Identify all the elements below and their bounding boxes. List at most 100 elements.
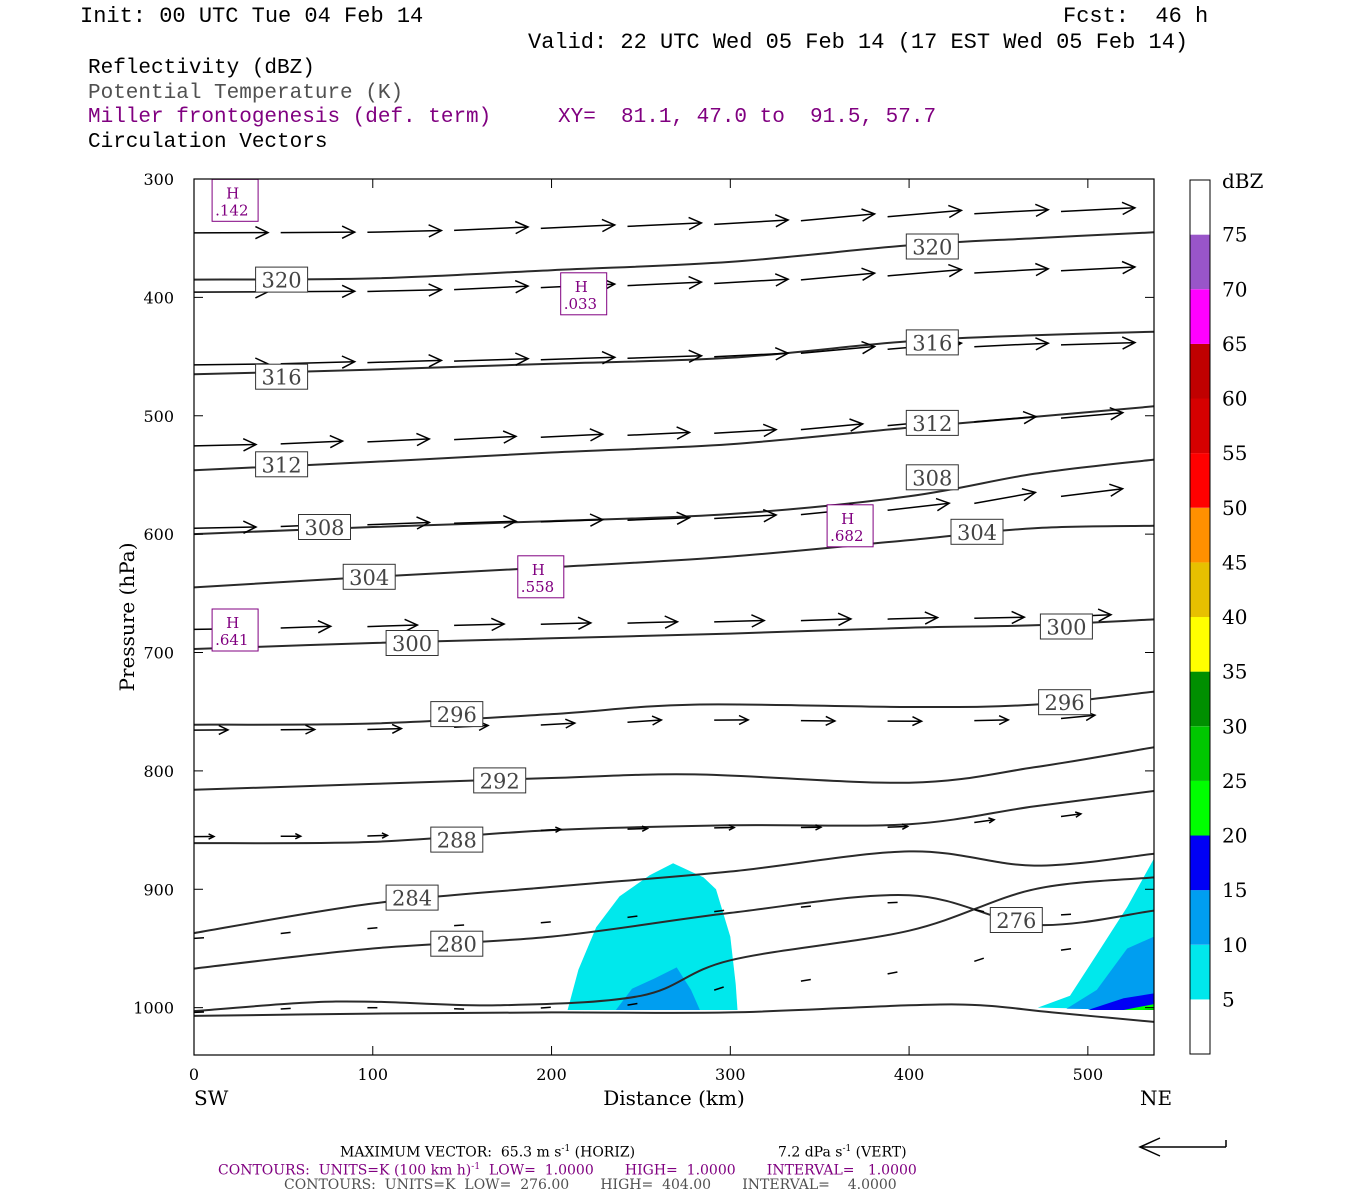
reflectivity-area-6 — [1141, 1008, 1154, 1010]
contour-label-text: 304 — [957, 521, 997, 545]
contour-label-300: 300 — [385, 630, 439, 656]
circulation-vector — [714, 273, 790, 287]
theta-contour-sfc12 — [194, 1003, 1154, 1023]
frontogenesis-max-label: H — [532, 561, 545, 579]
maximum-vector-line: MAXIMUM VECTOR: 65.3 m s-1 (HORIZ) — [340, 1141, 635, 1161]
circulation-vector — [540, 826, 563, 833]
circulation-vector — [1060, 260, 1137, 275]
circulation-vector — [1060, 948, 1072, 951]
contour-label-text: 316 — [912, 331, 952, 355]
theta-contour-308 — [194, 458, 1154, 536]
contour-label-text: 276 — [996, 909, 1036, 933]
colorbar-label: 40 — [1222, 605, 1247, 629]
circulation-vector — [454, 617, 506, 632]
circulation-vector — [1060, 336, 1137, 350]
y-tick-label: 700 — [143, 644, 174, 663]
circulation-vector — [367, 432, 432, 447]
x-end-label-sw: SW — [194, 1086, 229, 1110]
reflectivity-area-5 — [1123, 1004, 1154, 1010]
colorbar-label: 65 — [1222, 332, 1247, 356]
colorbar-swatch — [1190, 944, 1210, 1000]
colorbar-swatch — [1190, 726, 1210, 781]
contours-front-units: CONTOURS: UNITS=K (100 km h) — [218, 1162, 472, 1179]
circulation-vector — [714, 909, 725, 913]
circulation-vector — [800, 612, 853, 627]
colorbar-label: 10 — [1222, 933, 1247, 957]
x-tick-label: 300 — [715, 1065, 746, 1084]
circulation-vector — [887, 611, 940, 625]
circulation-vector — [627, 275, 704, 290]
frontogenesis-max-label: H — [841, 510, 854, 528]
circulation-vector — [800, 715, 837, 726]
y-tick-label: 600 — [143, 525, 174, 544]
axes-layer: 0 100 200 300 400 500 300 400 500 600 700 800 900 100… — [133, 170, 1154, 1084]
circulation-vector — [887, 716, 924, 727]
circulation-vector — [367, 618, 420, 633]
colorbar-swatch — [1190, 343, 1210, 399]
circulation-vector — [627, 715, 664, 726]
circulation-vector — [627, 349, 704, 363]
maxvec-vert-exp: -1 — [842, 1144, 852, 1154]
colorbar-label: 70 — [1222, 277, 1247, 301]
colorbar-label: 35 — [1222, 660, 1247, 684]
circulation-vector — [194, 520, 258, 534]
circulation-vector — [540, 218, 617, 233]
contour-label-308: 308 — [298, 514, 351, 540]
colorbar-swatch — [1190, 453, 1210, 508]
colorbar-label: 25 — [1222, 769, 1247, 793]
circulation-vector — [714, 614, 766, 628]
frontogenesis-max-value: .033 — [564, 295, 597, 313]
legend-circulation-vectors: Circulation Vectors — [88, 131, 328, 154]
circulation-vector — [627, 216, 704, 231]
contour-label-text: 300 — [1046, 616, 1086, 640]
forecast-hour: Fcst: 46 h — [1063, 4, 1209, 29]
y-tick-label: 800 — [143, 762, 174, 781]
x-tick-label: 200 — [536, 1065, 567, 1084]
contour-label-text: 280 — [437, 933, 477, 957]
legend-reflectivity: Reflectivity (dBZ) — [88, 57, 315, 80]
x-tick-label: 500 — [1073, 1065, 1104, 1084]
init-time: Init: 00 UTC Tue 04 Feb 14 — [80, 4, 424, 29]
circulation-vector — [194, 833, 216, 840]
y-tick-label: 300 — [143, 170, 174, 189]
circulation-vector — [974, 487, 1038, 505]
colorbar-title: dBZ — [1222, 169, 1264, 193]
frontogenesis-max-value: .641 — [215, 631, 248, 649]
colorbar-swatch — [1190, 835, 1210, 891]
theta-contour-info: CONTOURS: UNITS=K LOW= 276.00 HIGH= 404.… — [284, 1177, 897, 1193]
frontogenesis-max-label: H — [226, 614, 239, 632]
circulation-vector — [714, 214, 790, 228]
contour-label-312: 312 — [905, 409, 959, 436]
contour-label-text: 300 — [392, 632, 432, 656]
y-axis-title: Pressure (hPa) — [115, 543, 139, 692]
contour-label-296: 296 — [430, 701, 484, 728]
colorbar-swatch — [1190, 617, 1210, 672]
contour-label-316: 316 — [255, 363, 309, 390]
circulation-vector — [1060, 913, 1072, 916]
x-axis-title: Distance (km) — [603, 1086, 745, 1110]
circulation-vector — [974, 715, 1011, 726]
theta-contour-layer — [194, 231, 1154, 1023]
circulation-vector — [974, 957, 985, 963]
maxvec-exp: -1 — [561, 1144, 571, 1154]
circulation-vector — [540, 513, 605, 527]
circulation-vector — [800, 978, 811, 982]
circulation-vector — [887, 823, 910, 830]
maxvec-prefix: MAXIMUM VECTOR: 65.3 m s — [340, 1144, 562, 1161]
contour-label-text: 296 — [1045, 691, 1085, 715]
circulation-vector — [974, 337, 1051, 351]
contour-label-316: 316 — [905, 329, 959, 356]
circulation-vector — [627, 1002, 638, 1006]
y-tick-label: 900 — [143, 880, 174, 899]
frontogenesis-contour-info: CONTOURS: UNITS=K (100 km h)-1 LOW= 1.00… — [218, 1159, 917, 1179]
contour-label-276: 276 — [989, 907, 1043, 933]
valid-time: Valid: 22 UTC Wed 05 Feb 14 (17 EST Wed … — [528, 30, 1189, 55]
circulation-vector — [974, 262, 1050, 277]
frontogenesis-max: H.682 — [826, 504, 874, 548]
colorbar-frame — [1189, 179, 1211, 1055]
colorbar-swatch — [1190, 780, 1210, 836]
frontogenesis-max: H.641 — [211, 608, 259, 652]
cross-section-endpoints: XY= 81.1, 47.0 to 91.5, 57.7 — [558, 106, 937, 129]
